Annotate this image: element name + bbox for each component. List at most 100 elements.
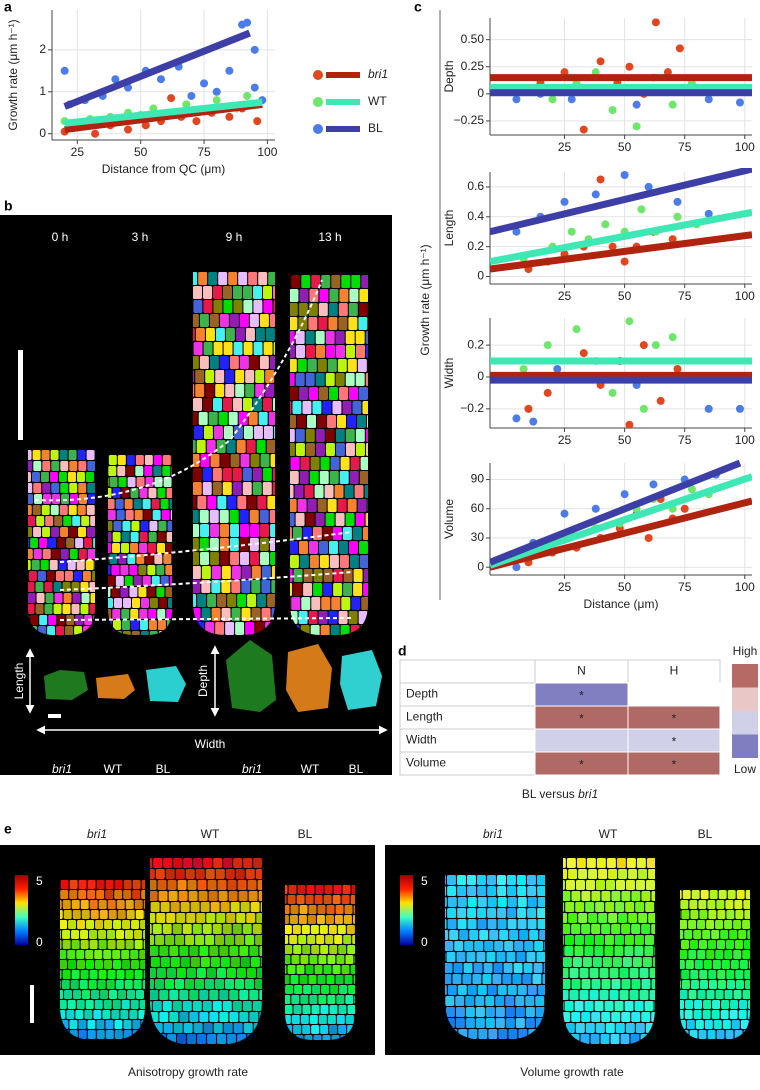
cell bbox=[581, 924, 591, 934]
cell bbox=[127, 477, 136, 487]
cell bbox=[159, 946, 169, 956]
cell bbox=[262, 482, 272, 495]
cell bbox=[108, 499, 115, 509]
cell bbox=[107, 940, 116, 949]
cell bbox=[66, 538, 75, 548]
cell bbox=[349, 471, 359, 484]
cell bbox=[82, 571, 91, 581]
cell bbox=[516, 875, 526, 885]
cell bbox=[712, 1000, 721, 1009]
cell bbox=[337, 925, 346, 934]
cell bbox=[465, 996, 475, 1006]
cell bbox=[300, 995, 309, 1004]
cell bbox=[495, 1007, 505, 1017]
cell bbox=[352, 915, 355, 924]
cell bbox=[315, 429, 325, 442]
cell bbox=[130, 620, 139, 630]
cell bbox=[189, 946, 199, 956]
cell bbox=[305, 373, 315, 386]
cell bbox=[328, 303, 338, 316]
cell bbox=[233, 426, 243, 439]
cell bbox=[229, 538, 239, 551]
cell bbox=[203, 1023, 213, 1033]
point bbox=[124, 125, 133, 134]
cell bbox=[563, 913, 568, 923]
cell bbox=[582, 957, 592, 967]
cell bbox=[141, 890, 145, 899]
cell bbox=[229, 946, 239, 956]
cell bbox=[243, 300, 253, 313]
cell bbox=[506, 875, 516, 885]
cell bbox=[180, 902, 190, 912]
cell bbox=[177, 1034, 187, 1044]
cell bbox=[629, 968, 639, 978]
point bbox=[111, 75, 120, 84]
cell bbox=[91, 990, 100, 999]
x-tick-label: 100 bbox=[735, 580, 755, 594]
cell bbox=[688, 990, 697, 999]
cell bbox=[78, 549, 87, 559]
cell bbox=[77, 505, 86, 515]
cell bbox=[649, 990, 655, 1000]
cell bbox=[91, 571, 95, 581]
cell bbox=[87, 461, 95, 471]
cell bbox=[334, 485, 344, 498]
cell bbox=[69, 549, 78, 559]
cell bbox=[208, 891, 218, 901]
cell bbox=[485, 996, 495, 1006]
cell bbox=[111, 1010, 120, 1019]
cell bbox=[67, 1000, 76, 1009]
cell bbox=[46, 571, 55, 581]
cell bbox=[498, 1029, 508, 1039]
cell bbox=[585, 902, 595, 912]
cell bbox=[598, 913, 608, 923]
cell bbox=[329, 1005, 338, 1014]
cell bbox=[103, 1000, 112, 1009]
cell bbox=[148, 488, 157, 498]
point bbox=[625, 317, 634, 326]
cell bbox=[485, 1018, 495, 1028]
cell bbox=[488, 1029, 498, 1039]
cell bbox=[108, 455, 117, 465]
cell bbox=[695, 1020, 704, 1029]
image-caption: Anisotropy growth rate bbox=[128, 1065, 248, 1079]
y-tick-label: 90 bbox=[471, 472, 485, 486]
cell bbox=[179, 946, 189, 956]
cell bbox=[466, 952, 476, 962]
cell bbox=[479, 930, 489, 940]
cell bbox=[744, 980, 750, 989]
cell bbox=[581, 1012, 591, 1022]
cell bbox=[236, 440, 246, 453]
cell bbox=[298, 611, 308, 624]
cell bbox=[699, 910, 708, 919]
cell bbox=[635, 1023, 645, 1033]
point bbox=[250, 83, 259, 92]
cell bbox=[113, 920, 122, 929]
cell bbox=[219, 1012, 229, 1022]
cell bbox=[270, 454, 275, 467]
cell bbox=[338, 1025, 347, 1034]
cell bbox=[638, 869, 648, 879]
cell bbox=[342, 885, 351, 894]
cell bbox=[215, 622, 225, 635]
cell bbox=[295, 513, 305, 526]
x-axis-label: Distance from QC (μm) bbox=[102, 162, 226, 176]
cell bbox=[250, 902, 260, 912]
cell bbox=[205, 328, 215, 341]
cell bbox=[467, 908, 477, 918]
cell bbox=[328, 541, 338, 554]
cell bbox=[698, 1030, 707, 1039]
cell bbox=[584, 1001, 594, 1011]
panel-label: a bbox=[4, 0, 12, 15]
cell bbox=[734, 940, 743, 949]
cell bbox=[108, 910, 117, 919]
cell bbox=[193, 342, 203, 355]
cell bbox=[328, 317, 338, 330]
cell bbox=[349, 387, 359, 400]
cell bbox=[337, 359, 347, 372]
cell bbox=[150, 902, 160, 912]
cell bbox=[306, 345, 316, 358]
genotype-label: bri1 bbox=[483, 827, 503, 841]
cell bbox=[325, 331, 335, 344]
cell bbox=[160, 576, 169, 586]
